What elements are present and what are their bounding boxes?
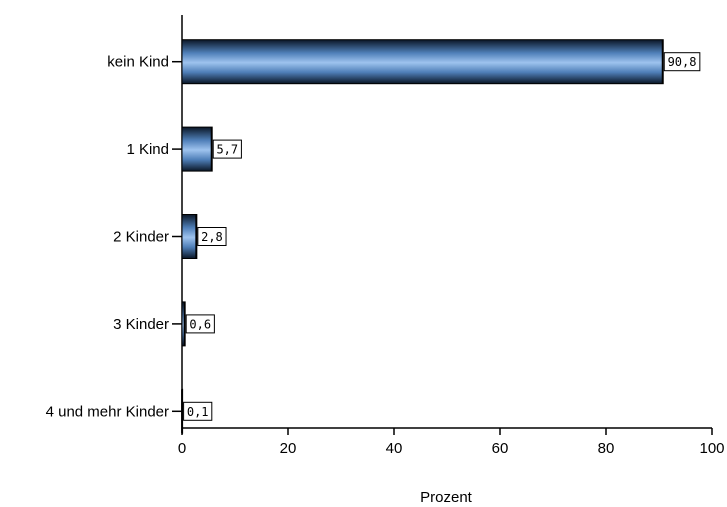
x-axis-title: Prozent xyxy=(420,489,473,506)
data-label: 0,1 xyxy=(187,405,209,419)
bar xyxy=(181,126,213,172)
category-label: kein Kind xyxy=(107,54,169,71)
data-label-box xyxy=(212,139,242,159)
bar-end-cap xyxy=(183,301,186,346)
data-label-box xyxy=(663,52,701,72)
data-label: 90,8 xyxy=(668,55,697,69)
bar-end-cap xyxy=(661,39,664,84)
data-label-box xyxy=(183,401,213,421)
plot-area: 0 20 40 60 80 100 kein Kind 90,8 1 Kind 5,7 2 Kind… xyxy=(46,15,725,457)
data-label: 2,8 xyxy=(201,230,223,244)
data-label: 5,7 xyxy=(216,143,238,157)
bar-end-cap xyxy=(195,214,197,259)
bar xyxy=(181,388,184,434)
category-label: 1 Kind xyxy=(126,141,169,158)
bar-end-cap xyxy=(181,389,182,434)
bar xyxy=(181,214,198,259)
x-tick-label: 60 xyxy=(492,440,509,457)
data-label: 0,6 xyxy=(189,317,211,331)
category-label: 4 und mehr Kinder xyxy=(46,403,169,420)
x-tick-label: 0 xyxy=(178,440,186,457)
category-label: 3 Kinder xyxy=(113,316,169,333)
x-tick-label: 80 xyxy=(598,440,615,457)
bar-end-cap xyxy=(210,127,213,172)
data-label-box xyxy=(185,314,215,334)
x-tick-label: 100 xyxy=(699,440,724,457)
x-tick-label: 40 xyxy=(386,440,403,457)
category-label: 2 Kinder xyxy=(113,229,169,246)
data-label-box xyxy=(197,227,227,246)
bar xyxy=(181,39,664,85)
x-tick-label: 20 xyxy=(280,440,297,457)
